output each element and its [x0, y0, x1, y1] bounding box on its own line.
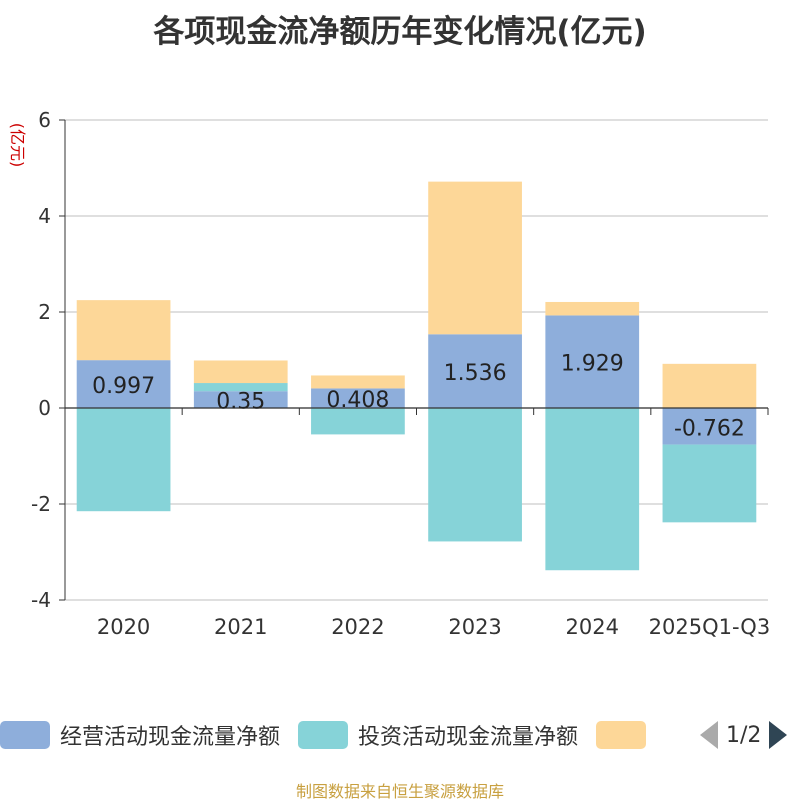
bar-2021-series-2: [193, 360, 288, 384]
data-label-2023: 1.536: [444, 361, 507, 386]
y-tick-label-4: 4: [38, 204, 51, 228]
x-tick-label-2023: 2023: [448, 615, 501, 639]
legend-swatch-operating: [0, 721, 50, 749]
bar-2020-series-2: [76, 300, 171, 361]
axes: -4 -2 0 2 4 6 2020 2021 2022 2023 2024 2025Q1-Q3: [31, 108, 770, 639]
bar-2021-series-0: [193, 391, 288, 408]
legend-swatch-investing: [298, 721, 349, 749]
legend-label-investing: 投资活动现金流量净额: [358, 725, 579, 750]
x-tick-label-2020: 2020: [97, 615, 150, 639]
data-label-2021: 0.35: [216, 390, 265, 415]
data-labels: 0.997 0.35 0.408 1.536 1.929 -0.762: [92, 352, 745, 442]
data-label-2020: 0.997: [92, 374, 155, 399]
bar-2025Q1-Q3-series-2: [662, 363, 757, 408]
bar-2022-series-2: [311, 375, 405, 389]
bar-2023-series-2: [428, 181, 522, 335]
bar-2023-series-0: [428, 334, 522, 408]
legend-swatch-financing: [596, 721, 647, 749]
y-tick-label--4: -4: [31, 588, 51, 612]
pager-prev-icon[interactable]: [700, 721, 718, 749]
y-tick-label-2: 2: [38, 300, 51, 324]
bar-2024-series-1: [545, 408, 640, 571]
bar-2025Q1-Q3-series-0: [662, 408, 757, 445]
x-tick-label-2022: 2022: [331, 615, 384, 639]
x-tick-label-2025Q1-Q3: 2025Q1-Q3: [649, 615, 771, 639]
bar-2022-series-1: [311, 408, 405, 435]
y-tick-label-6: 6: [38, 108, 51, 132]
y-axis-title: (亿元): [8, 123, 27, 168]
bar-2020-series-0: [76, 360, 171, 408]
y-tick-label-0: 0: [38, 396, 51, 420]
data-label-2024: 1.929: [561, 352, 624, 377]
bar-2024-series-0: [545, 315, 640, 408]
bars: [76, 181, 757, 571]
pager-next-icon[interactable]: [769, 721, 788, 749]
legend: 经营活动现金流量净额 投资活动现金流量净额: [0, 718, 674, 752]
y-tick-label--2: -2: [31, 492, 51, 516]
data-label-2022: 0.408: [326, 388, 389, 413]
legend-item-investing[interactable]: 投资活动现金流量净额: [298, 719, 578, 751]
bar-2025Q1-Q3-series-1: [662, 444, 757, 523]
bar-2020-series-1: [76, 408, 171, 512]
bar-2023-series-1: [428, 408, 522, 542]
legend-label-operating: 经营活动现金流量净额: [60, 725, 281, 750]
legend-item-financing[interactable]: [596, 721, 656, 749]
bar-2024-series-2: [545, 301, 640, 316]
bar-2021-series-1: [193, 383, 288, 392]
legend-item-operating[interactable]: 经营活动现金流量净额: [0, 719, 280, 751]
data-label-2025Q1-Q3: -0.762: [674, 416, 745, 441]
bar-2022-series-0: [311, 388, 405, 408]
x-tick-label-2024: 2024: [566, 615, 619, 639]
pager-page-indicator: 1/2: [726, 722, 762, 748]
legend-pager: 1/2: [700, 718, 788, 752]
data-source-note: 制图数据来自恒生聚源数据库: [295, 782, 504, 801]
x-tick-label-2021: 2021: [214, 615, 267, 639]
chart-title: 各项现金流净额历年变化情况(亿元): [153, 14, 647, 50]
